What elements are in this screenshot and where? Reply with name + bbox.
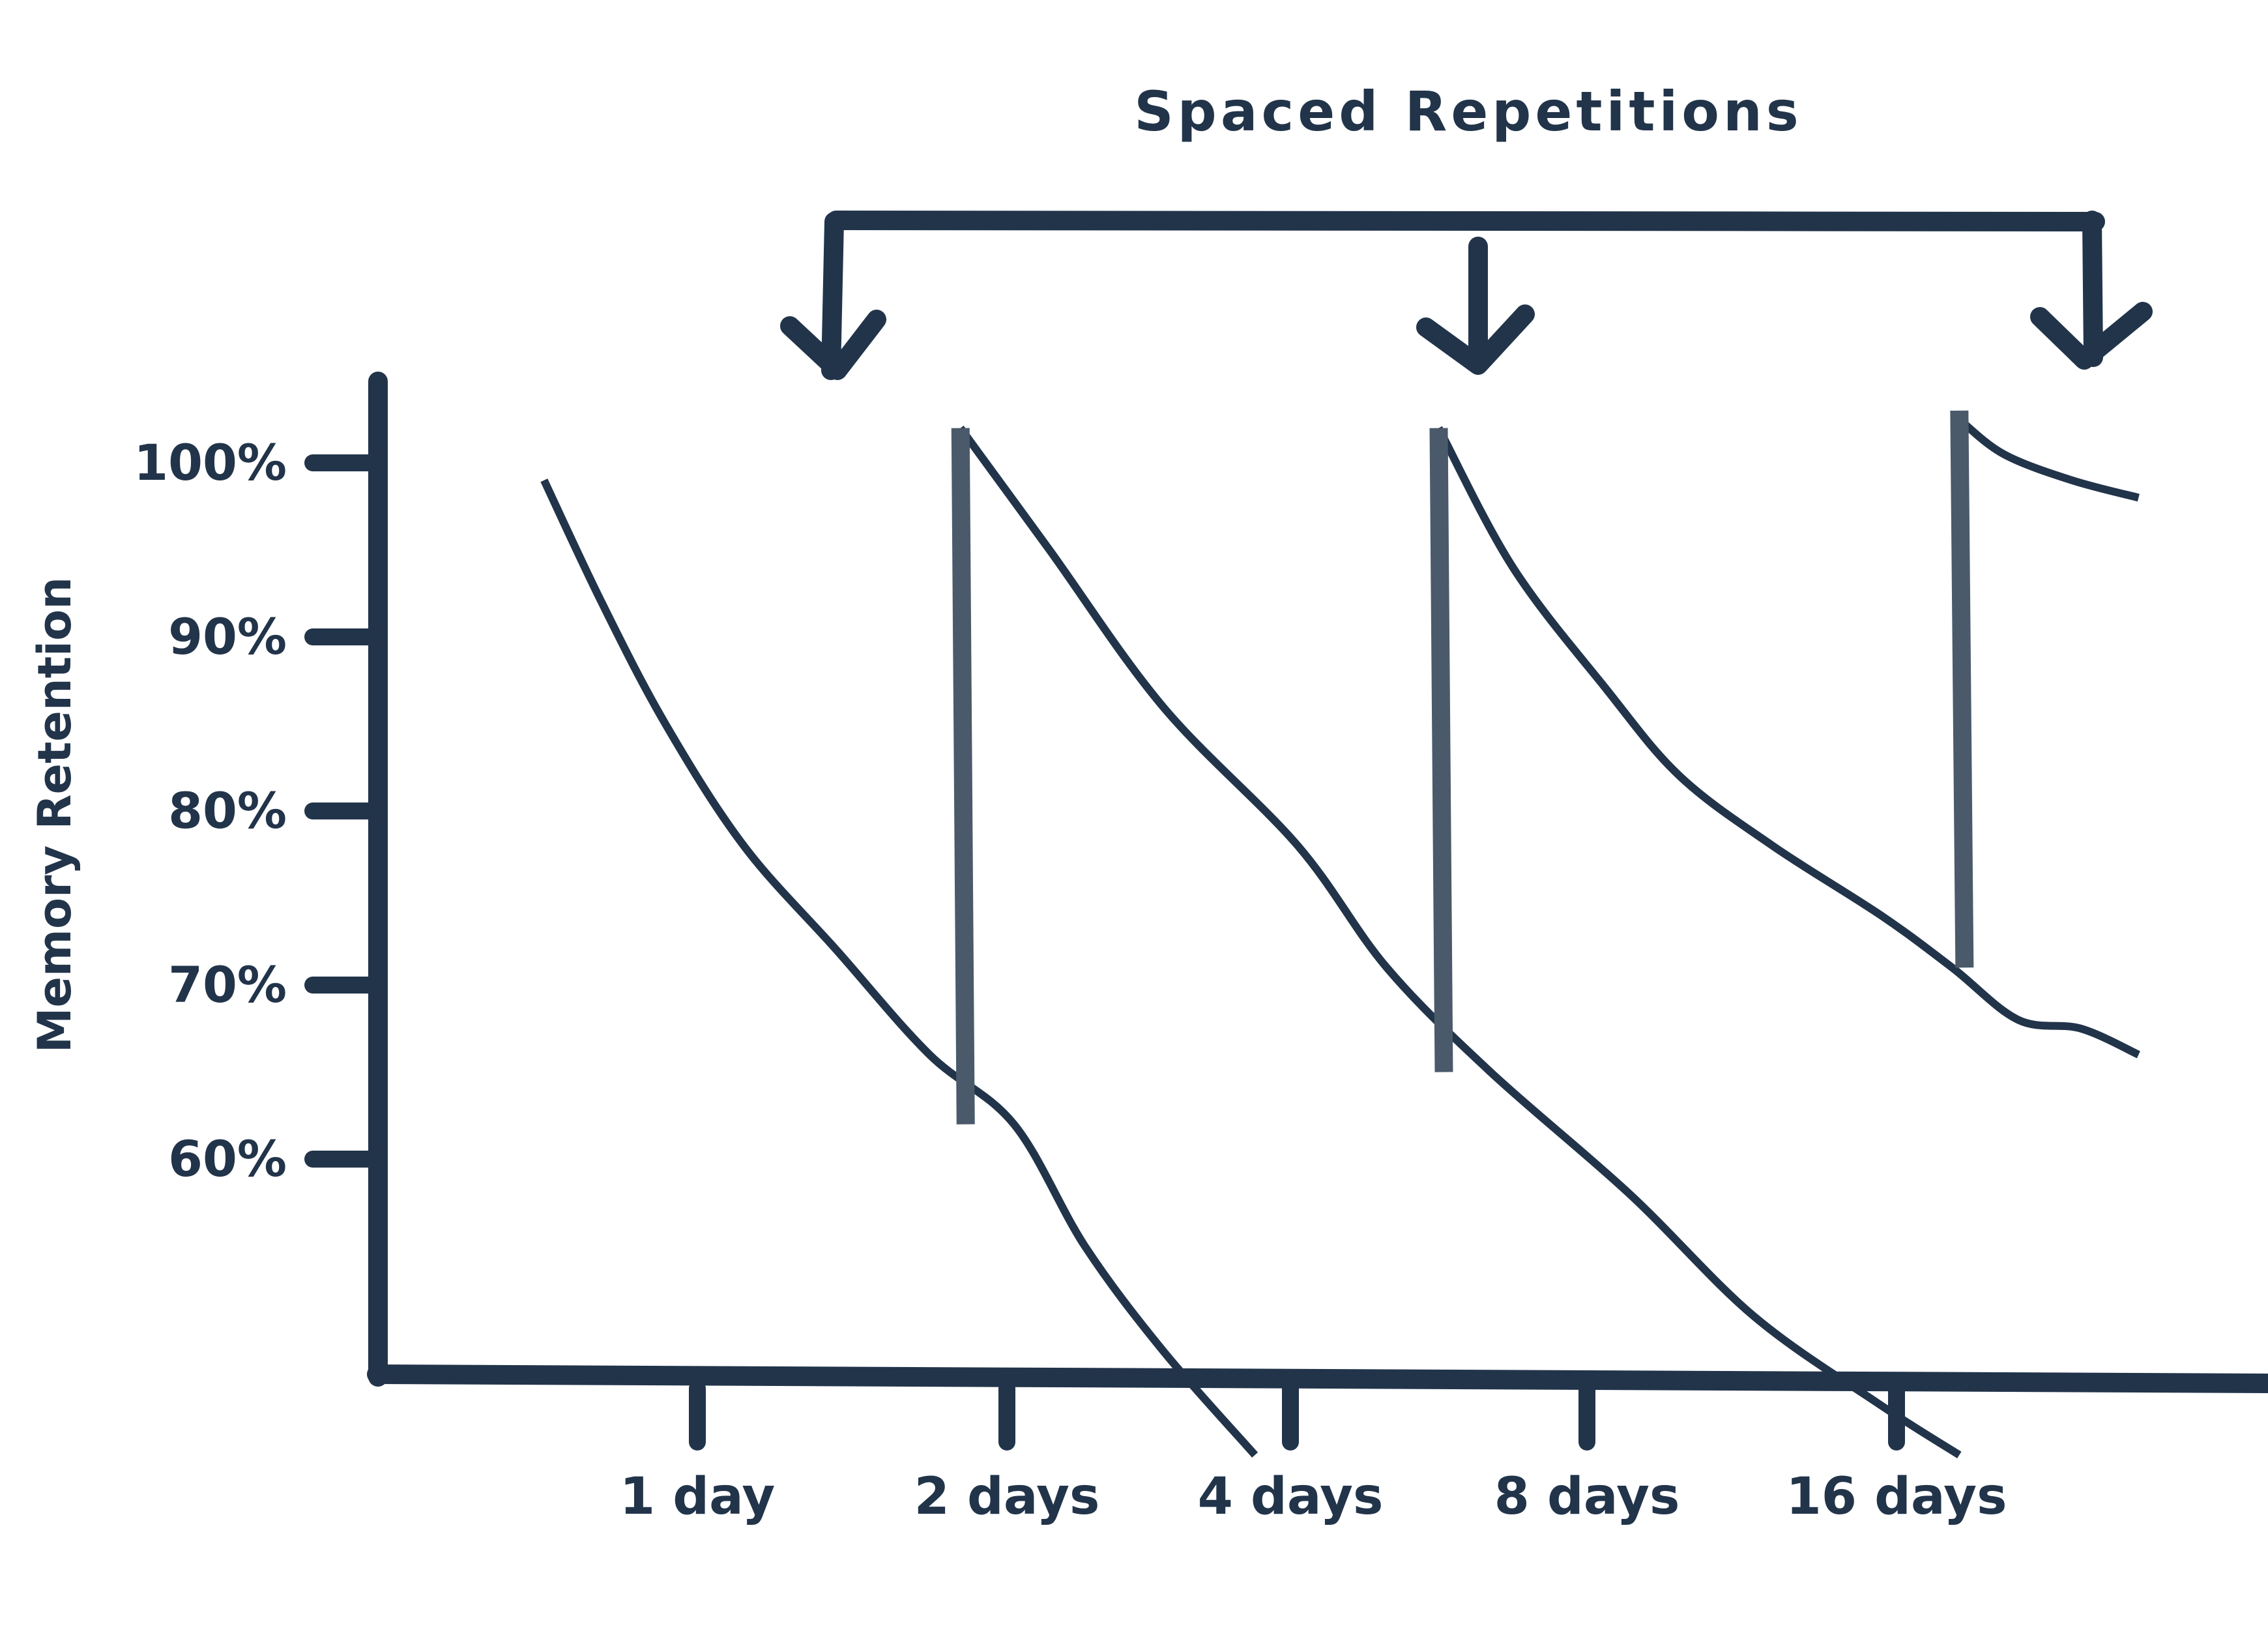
repetition-bracket bbox=[821, 211, 2105, 380]
chart-title: Spaced Repetitions bbox=[1134, 80, 1803, 143]
arrow-heads bbox=[780, 302, 2153, 380]
chart-data-layer: 100% 90% 80% 70% 60% 1 day 2 days 4 days 8 days 1… bbox=[134, 410, 2140, 1526]
forgetting-curve-3 bbox=[1435, 426, 2140, 1059]
y-axis-label: Memory Retention bbox=[28, 577, 81, 1053]
forgetting-curve-4 bbox=[1956, 416, 2140, 502]
y-tick-label: 90% bbox=[168, 608, 287, 666]
forgetting-curve-1 bbox=[540, 479, 1258, 1458]
y-tick-label: 60% bbox=[168, 1130, 287, 1188]
arrow-down-icon bbox=[1416, 304, 1535, 375]
repetition-bar-1 bbox=[951, 428, 975, 1125]
x-tick-label: 4 days bbox=[1198, 1467, 1384, 1526]
x-tick-label: 8 days bbox=[1494, 1467, 1680, 1526]
repetition-bar-2 bbox=[1429, 428, 1453, 1072]
arrow-down-icon bbox=[780, 310, 886, 380]
x-tick-label: 1 day bbox=[620, 1467, 775, 1526]
x-tick-label: 16 days bbox=[1786, 1467, 2007, 1526]
y-tick-label: 100% bbox=[134, 434, 287, 492]
y-tick-label: 80% bbox=[168, 782, 287, 840]
forgetting-curve-2 bbox=[957, 426, 1962, 1458]
y-tick-label: 70% bbox=[168, 956, 287, 1014]
repetition-bar-3 bbox=[1950, 410, 1974, 968]
x-axis bbox=[367, 1364, 2268, 1393]
arrow-down-icon bbox=[2030, 302, 2153, 370]
x-tick-label: 2 days bbox=[914, 1467, 1100, 1526]
